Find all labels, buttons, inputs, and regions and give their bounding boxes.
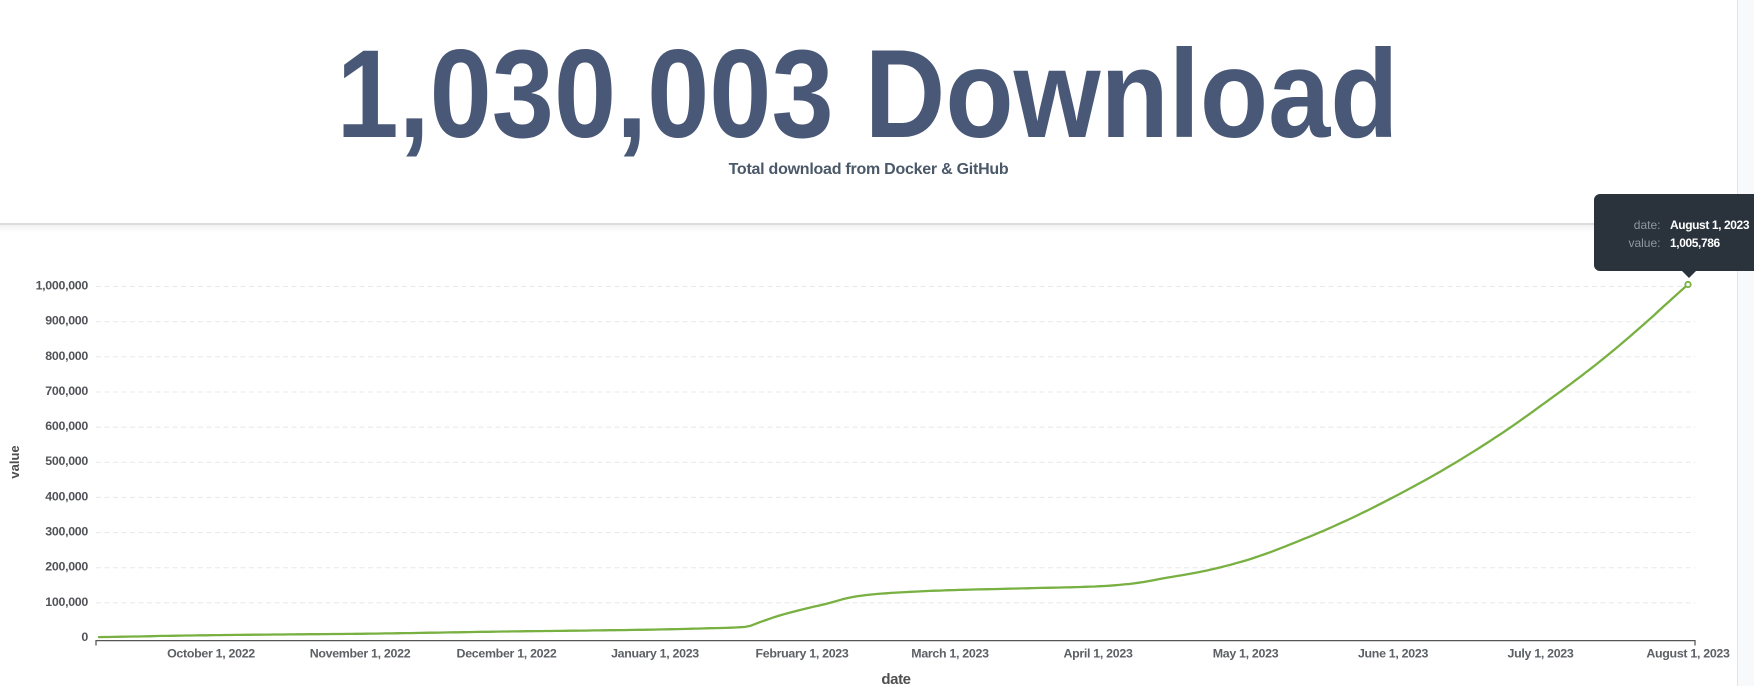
svg-text:June 1, 2023: June 1, 2023 [1358, 647, 1429, 661]
svg-text:value: value [7, 445, 22, 478]
svg-text:300,000: 300,000 [45, 525, 88, 539]
svg-text:April 1, 2023: April 1, 2023 [1063, 647, 1133, 661]
svg-text:400,000: 400,000 [45, 489, 88, 503]
svg-text:November 1, 2022: November 1, 2022 [310, 647, 411, 661]
svg-text:1,000,000: 1,000,000 [36, 279, 89, 293]
svg-text:August 1, 2023: August 1, 2023 [1646, 647, 1730, 661]
svg-text:January 1, 2023: January 1, 2023 [611, 647, 699, 661]
svg-text:October 1, 2022: October 1, 2022 [167, 647, 255, 661]
svg-text:December 1, 2022: December 1, 2022 [457, 647, 557, 661]
svg-text:March 1, 2023: March 1, 2023 [911, 647, 989, 661]
svg-text:900,000: 900,000 [45, 314, 88, 328]
svg-text:600,000: 600,000 [45, 419, 88, 433]
svg-text:500,000: 500,000 [45, 454, 88, 468]
svg-text:200,000: 200,000 [45, 560, 88, 574]
svg-text:700,000: 700,000 [45, 384, 88, 398]
svg-text:February 1, 2023: February 1, 2023 [755, 647, 848, 661]
svg-text:100,000: 100,000 [45, 595, 88, 609]
svg-text:May 1, 2023: May 1, 2023 [1213, 647, 1279, 661]
svg-text:0: 0 [81, 630, 88, 644]
svg-text:800,000: 800,000 [45, 349, 88, 363]
svg-text:July 1, 2023: July 1, 2023 [1508, 647, 1574, 661]
svg-text:date: date [881, 671, 910, 686]
